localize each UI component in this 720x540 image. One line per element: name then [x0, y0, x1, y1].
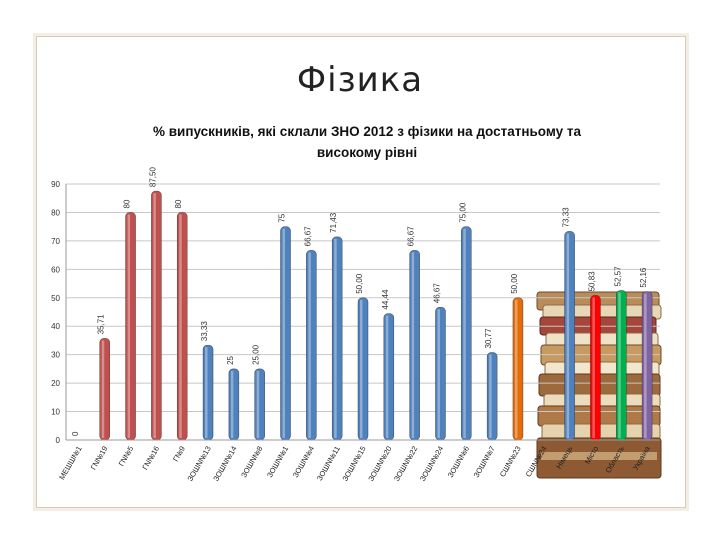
x-tick-label: ЗОШN№24	[418, 445, 445, 483]
bar-highlight	[230, 370, 234, 438]
bar-highlight	[489, 354, 492, 438]
bar	[306, 250, 317, 441]
bar	[564, 231, 575, 441]
bar-highlight	[566, 233, 570, 438]
bar-highlight	[360, 299, 363, 438]
slide-title: Фізика	[296, 60, 424, 100]
bar-highlight	[179, 214, 182, 438]
x-tick-label: ЗОШN№14	[211, 445, 238, 483]
bar-highlight	[644, 293, 647, 438]
y-tick-label: 90	[51, 180, 60, 189]
x-tick-label: ЗОШN№15	[340, 445, 367, 483]
bar-highlight	[101, 340, 105, 438]
data-label: 52,57	[613, 266, 622, 287]
x-tick-label: ЗОШN№13	[185, 445, 212, 483]
data-label: 25,00	[252, 344, 261, 365]
data-label: 33,33	[200, 321, 209, 342]
x-tick-label: ГN№16	[140, 445, 161, 472]
bar	[435, 307, 446, 441]
bar	[512, 297, 524, 441]
bar-highlight	[153, 193, 156, 438]
x-tick-label: ЗОШN№11	[315, 445, 342, 483]
bar	[641, 291, 653, 441]
data-label: 0	[71, 431, 80, 436]
chart-title-line-1: % випускників, які склали ЗНО 2012 з фіз…	[153, 124, 582, 139]
y-tick-label: 80	[51, 208, 60, 217]
data-label: 44,44	[381, 289, 390, 310]
bars	[99, 190, 653, 441]
bar-highlight	[463, 228, 466, 438]
data-label: 25	[226, 355, 235, 364]
bar	[616, 290, 627, 441]
y-tick-label: 60	[51, 265, 60, 274]
bar-highlight	[205, 347, 208, 438]
x-tick-label: Г№9	[171, 445, 187, 464]
data-label: 30,77	[484, 328, 493, 349]
data-label: 46,67	[432, 283, 441, 304]
data-label: 50,00	[355, 273, 364, 294]
y-tick-label: 70	[51, 237, 60, 246]
bar	[99, 338, 110, 441]
bar	[202, 344, 214, 441]
y-tick-label: 20	[51, 379, 60, 388]
data-labels: 0 35,71 80 87,50 80 33,33 25 25,00 75 66,67 71,43 5…	[71, 167, 648, 436]
data-label: 35,71	[97, 314, 106, 335]
bar	[409, 250, 420, 441]
x-tick-label: СШN№23	[498, 445, 523, 479]
x-tick-label: МЕШШ№1	[57, 445, 83, 482]
x-tick-label: ЗОШN№22	[392, 445, 419, 483]
bar	[486, 352, 498, 441]
data-label: 87,50	[148, 167, 157, 188]
x-tick-label: ЗОШN№8	[239, 445, 264, 480]
data-label: 80	[123, 199, 132, 208]
x-tick-label: ЗОШN№20	[366, 445, 393, 483]
data-label: 52,16	[639, 267, 648, 288]
bar-highlight	[127, 214, 131, 438]
bar	[357, 297, 369, 441]
y-tick-label: 0	[56, 436, 61, 445]
bar	[331, 236, 343, 441]
bar	[461, 226, 472, 441]
data-label: 73,33	[562, 207, 571, 228]
bar-highlight	[437, 309, 440, 438]
data-label: 66,67	[407, 226, 416, 247]
data-label: 75,00	[458, 202, 467, 223]
bar-highlight	[385, 315, 389, 438]
data-label: 80	[174, 199, 183, 208]
bar-highlight	[308, 252, 311, 438]
bar	[177, 212, 188, 441]
bar-highlight	[411, 252, 415, 438]
bar-highlight	[514, 299, 518, 438]
bar-highlight	[256, 370, 260, 438]
y-tick-label: 10	[51, 408, 60, 417]
data-label: 75	[278, 213, 287, 222]
y-tick-label: 50	[51, 294, 60, 303]
bar-highlight	[334, 238, 337, 438]
y-tick-label: 30	[51, 351, 60, 360]
x-tick-label: ЗОШN№1	[265, 445, 290, 480]
x-tick-label: ЗОШN№7	[472, 445, 497, 480]
data-label: 50,83	[587, 271, 596, 292]
bar-highlight	[282, 228, 286, 438]
bar	[383, 313, 395, 441]
bar	[151, 190, 162, 441]
x-tick-label: ГN№19	[89, 445, 110, 472]
chart-title-line-2: високому рівні	[317, 145, 417, 160]
bar	[590, 295, 601, 441]
bar-highlight	[592, 297, 595, 438]
data-label: 71,43	[329, 212, 338, 233]
data-label: 50,00	[510, 273, 519, 294]
bar	[228, 368, 240, 441]
x-tick-label: ЗОШN№6	[446, 445, 471, 480]
bar-highlight	[618, 292, 621, 438]
y-axis: 0 10 20 30 40 50 60 70 80 90	[51, 180, 67, 445]
data-label: 66,67	[303, 226, 312, 247]
bar	[254, 368, 265, 441]
x-tick-label: ГN№5	[117, 445, 136, 468]
y-tick-label: 40	[51, 322, 60, 331]
x-tick-label: ЗОШN№4	[291, 445, 316, 480]
bar	[280, 226, 291, 441]
bar	[125, 212, 136, 441]
